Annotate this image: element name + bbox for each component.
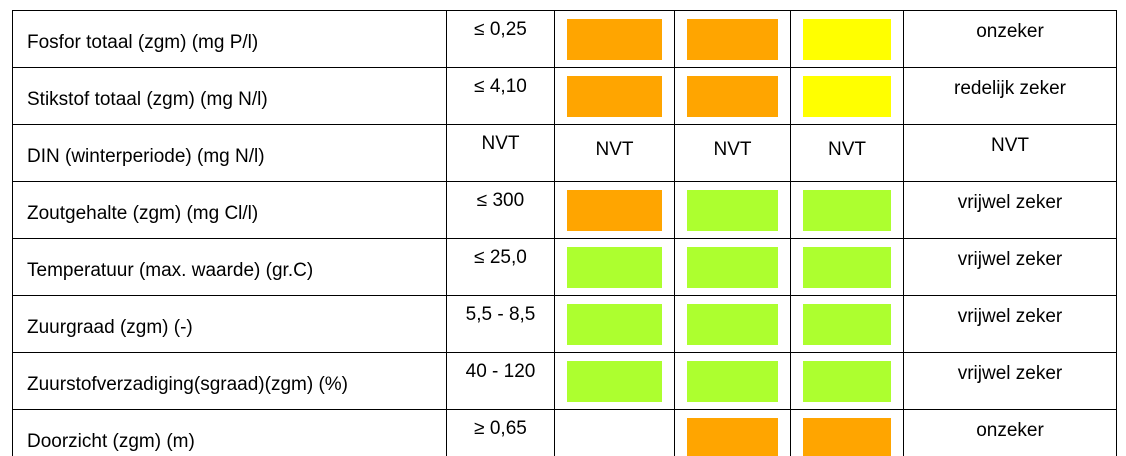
norm: ≤ 4,10: [446, 67, 554, 124]
certainty: vrijwel zeker: [903, 352, 1116, 409]
status-cell: [554, 238, 674, 295]
status-cell: [554, 67, 674, 124]
status-cell: [554, 10, 674, 67]
status-swatch: [803, 304, 891, 345]
status-swatch: [687, 76, 778, 117]
status-cell: [674, 295, 790, 352]
certainty: vrijwel zeker: [903, 295, 1116, 352]
row-label: Stikstof totaal (zgm) (mg N/l): [12, 67, 446, 124]
status-cell: NVT: [790, 124, 903, 181]
status-swatch: [803, 361, 891, 402]
norm: ≤ 0,25: [446, 10, 554, 67]
norm: ≤ 300: [446, 181, 554, 238]
status-swatch: [803, 19, 891, 60]
status-cell: NVT: [674, 124, 790, 181]
status-swatch: [567, 190, 662, 231]
norm: ≥ 0,65: [446, 409, 554, 456]
status-swatch: [687, 304, 778, 345]
status-cell: [554, 352, 674, 409]
status-swatch: [687, 247, 778, 288]
status-cell: [790, 238, 903, 295]
status-cell: [554, 409, 674, 456]
row-label: Fosfor totaal (zgm) (mg P/l): [12, 10, 446, 67]
status-cell: [674, 181, 790, 238]
status-cell: NVT: [554, 124, 674, 181]
status-cell: [790, 352, 903, 409]
status-cell: [790, 67, 903, 124]
certainty: onzeker: [903, 10, 1116, 67]
status-cell: [674, 67, 790, 124]
status-swatch: [567, 361, 662, 402]
row-label: Zuurstofverzadiging(sgraad)(zgm) (%): [12, 352, 446, 409]
row-label: DIN (winterperiode) (mg N/l): [12, 124, 446, 181]
status-swatch: [567, 76, 662, 117]
status-swatch: [567, 304, 662, 345]
row-label: Zuurgraad (zgm) (-): [12, 295, 446, 352]
status-cell: [674, 10, 790, 67]
status-swatch: [687, 19, 778, 60]
status-cell: [554, 295, 674, 352]
certainty: vrijwel zeker: [903, 181, 1116, 238]
status-cell: [790, 181, 903, 238]
status-swatch: [803, 247, 891, 288]
row-label: Doorzicht (zgm) (m): [12, 409, 446, 456]
status-cell: [554, 181, 674, 238]
row-label: Temperatuur (max. waarde) (gr.C): [12, 238, 446, 295]
certainty: onzeker: [903, 409, 1116, 456]
certainty: redelijk zeker: [903, 67, 1116, 124]
row-label: Zoutgehalte (zgm) (mg Cl/l): [12, 181, 446, 238]
norm: NVT: [446, 124, 554, 181]
norm: 5,5 - 8,5: [446, 295, 554, 352]
norm: ≤ 25,0: [446, 238, 554, 295]
status-cell: [790, 409, 903, 456]
status-cell: [674, 238, 790, 295]
norm: 40 - 120: [446, 352, 554, 409]
status-cell: [790, 295, 903, 352]
status-cell: [790, 10, 903, 67]
status-swatch: [803, 190, 891, 231]
status-cell: [674, 352, 790, 409]
status-swatch: [687, 361, 778, 402]
status-swatch: [567, 247, 662, 288]
certainty: NVT: [903, 124, 1116, 181]
status-swatch: [687, 190, 778, 231]
status-swatch: [803, 76, 891, 117]
status-swatch: [803, 418, 891, 456]
status-cell: [674, 409, 790, 456]
status-swatch: [567, 19, 662, 60]
certainty: vrijwel zeker: [903, 238, 1116, 295]
border: [1116, 10, 1117, 456]
status-swatch: [687, 418, 778, 456]
